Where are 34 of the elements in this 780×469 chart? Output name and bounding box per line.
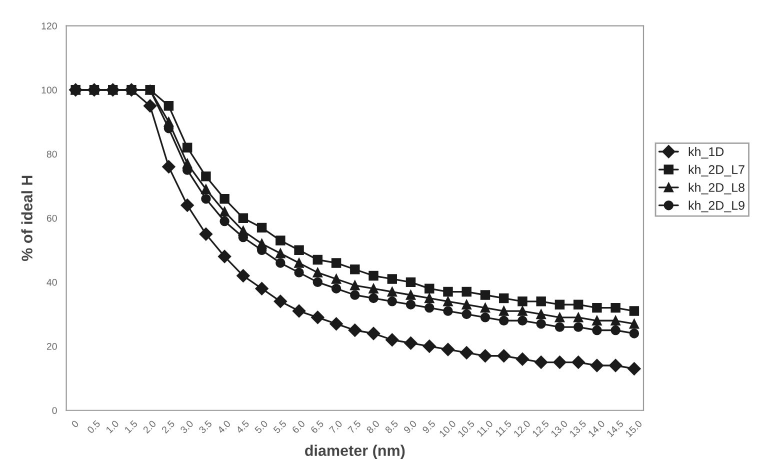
- x-tick-label: 0.5: [86, 420, 101, 434]
- legend-label: kh_1D: [688, 146, 724, 158]
- x-tick-label: 3.5: [198, 420, 212, 434]
- y-axis-title: % of ideal H: [21, 176, 32, 261]
- x-tick-label: 2.0: [142, 420, 156, 434]
- y-tick-label: 20: [46, 343, 57, 350]
- x-tick-label: 1.5: [124, 420, 138, 434]
- x-tick-label: 4.0: [216, 420, 231, 434]
- x-tick-label: 4.5: [236, 420, 250, 434]
- y-tick-label: 100: [42, 86, 57, 94]
- y-tick-label: 40: [46, 278, 57, 286]
- legend-label: kh_2D_L7: [688, 164, 744, 176]
- x-tick-label: 0: [70, 420, 80, 428]
- x-tick-label: 1.0: [106, 420, 120, 434]
- x-tick-label: 3.0: [180, 420, 194, 434]
- y-tick-label: 120: [42, 22, 57, 30]
- x-tick-label: 5.0: [254, 420, 268, 434]
- x-tick-label: 6.0: [292, 420, 306, 434]
- x-axis-title: diameter (nm): [305, 444, 405, 459]
- x-tick-label: 8.0: [366, 420, 380, 434]
- y-tick-label: 60: [46, 214, 57, 222]
- x-tick-label: 9.5: [422, 420, 436, 434]
- x-tick-label: 7.0: [328, 420, 343, 434]
- x-tick-label: 7.5: [348, 420, 362, 434]
- x-tick-label: 8.5: [384, 420, 398, 434]
- x-tick-label: 2.5: [161, 420, 176, 434]
- legend-label: kh_2D_L9: [688, 200, 744, 212]
- y-tick-label: 80: [46, 150, 57, 158]
- y-tick-label: 0: [52, 407, 57, 414]
- x-tick-label: 5.5: [272, 420, 287, 434]
- x-tick-label: 6.5: [310, 420, 324, 434]
- x-tick-label: 11.0: [476, 420, 494, 437]
- legend-label: kh_2D_L8: [688, 182, 744, 194]
- x-tick-label: 9.0: [403, 420, 418, 434]
